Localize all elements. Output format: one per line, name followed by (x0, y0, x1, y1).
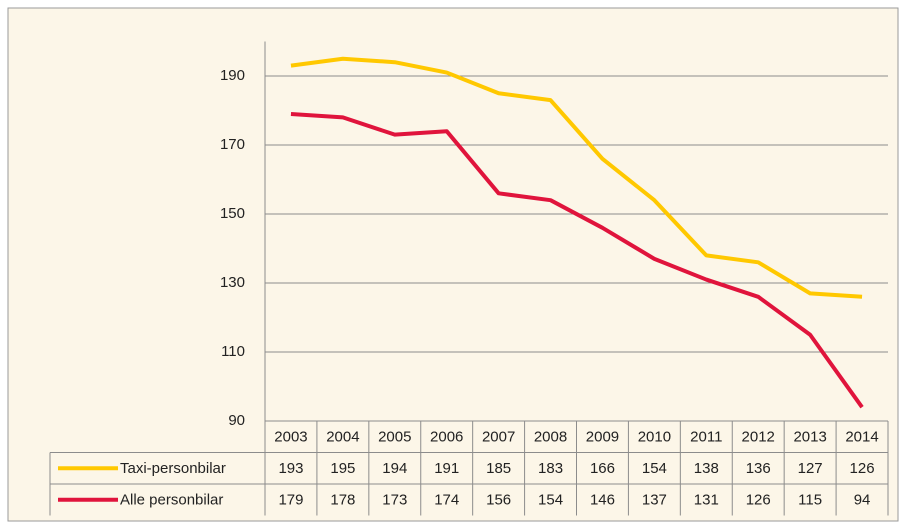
table-value: 195 (330, 460, 355, 477)
table-value: 156 (486, 492, 511, 509)
legend-label: Alle personbilar (120, 492, 223, 509)
x-tick-label: 2012 (742, 429, 775, 446)
table-value: 136 (746, 460, 771, 477)
table-value: 166 (590, 460, 615, 477)
x-tick-label: 2004 (326, 429, 359, 446)
y-tick-label: 170 (220, 136, 245, 153)
table-value: 174 (434, 492, 459, 509)
table-value: 193 (278, 460, 303, 477)
series-line (290, 111, 864, 409)
table-value: 126 (746, 492, 771, 509)
table-value: 154 (538, 492, 563, 509)
x-tick-label: 2007 (482, 429, 515, 446)
x-tick-label: 2006 (430, 429, 463, 446)
x-tick-label: 2003 (274, 429, 307, 446)
table-value: 178 (330, 492, 355, 509)
table-value: 126 (850, 460, 875, 477)
table-value: 183 (538, 460, 563, 477)
y-tick-label: 190 (220, 67, 245, 84)
x-tick-label: 2014 (845, 429, 878, 446)
x-tick-label: 2010 (638, 429, 671, 446)
table-value: 154 (642, 460, 667, 477)
x-tick-label: 2013 (793, 429, 826, 446)
series-line (290, 56, 863, 299)
x-tick-label: 2005 (378, 429, 411, 446)
table-value: 146 (590, 492, 615, 509)
table-value: 94 (854, 492, 871, 509)
table-value: 179 (278, 492, 303, 509)
table-value: 194 (382, 460, 407, 477)
table-value: 137 (642, 492, 667, 509)
y-tick-label: 130 (220, 274, 245, 291)
chart-frame (7, 7, 899, 522)
table-value: 191 (434, 460, 459, 477)
y-tick-label: 90 (228, 412, 245, 429)
table-value: 185 (486, 460, 511, 477)
table-value: 138 (694, 460, 719, 477)
x-tick-label: 2009 (586, 429, 619, 446)
x-tick-label: 2011 (690, 429, 722, 446)
y-tick-label: 150 (220, 205, 245, 222)
table-value: 131 (694, 492, 719, 509)
table-value: 115 (798, 492, 822, 509)
y-tick-label: 110 (221, 343, 245, 360)
legend-label: Taxi-personbilar (120, 460, 226, 477)
table-value: 127 (798, 460, 823, 477)
x-tick-label: 2008 (534, 429, 567, 446)
table-value: 173 (382, 492, 407, 509)
